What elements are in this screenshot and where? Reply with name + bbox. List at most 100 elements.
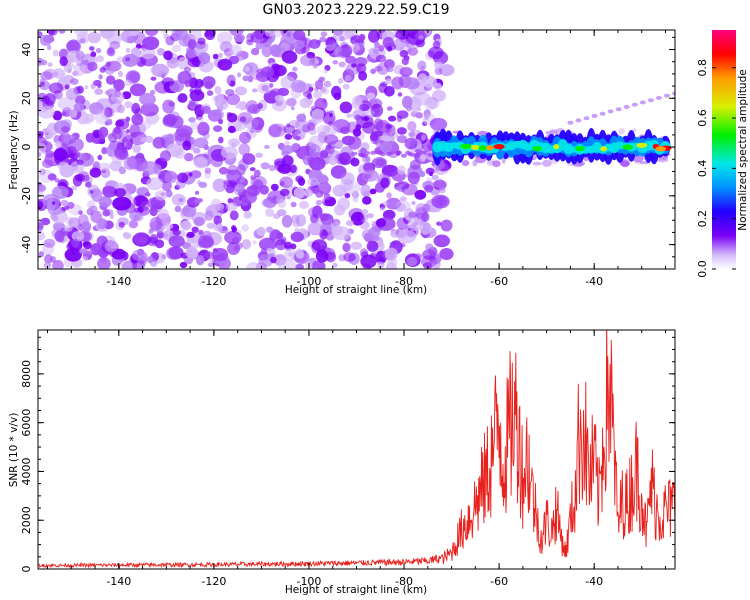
- noise-blob: [156, 231, 164, 239]
- noise-blob: [161, 77, 175, 87]
- noise-blob: [279, 42, 290, 54]
- noise-blob: [47, 173, 57, 181]
- noise-blob: [238, 143, 251, 156]
- noise-blob: [414, 253, 423, 260]
- noise-blob: [187, 57, 201, 68]
- noise-blob: [47, 30, 58, 36]
- noise-blob: [308, 143, 321, 158]
- noise-blob: [272, 64, 287, 77]
- noise-blob: [386, 46, 393, 52]
- noise-blob: [264, 144, 270, 149]
- noise-blob: [351, 190, 360, 199]
- signal-hotspot: [470, 144, 480, 150]
- noise-blob: [386, 106, 393, 111]
- noise-blob: [151, 63, 170, 77]
- noise-blob: [420, 154, 427, 162]
- noise-blob: [274, 94, 284, 102]
- noise-blob: [260, 248, 267, 255]
- noise-blob: [370, 150, 377, 155]
- noise-blob: [277, 126, 283, 132]
- noise-blob: [269, 83, 274, 88]
- noise-blob: [131, 113, 144, 126]
- noise-blob: [401, 183, 418, 196]
- noise-blob: [462, 160, 470, 167]
- signal-hotspot: [532, 145, 542, 152]
- noise-blob: [313, 90, 322, 99]
- noise-blob: [324, 145, 335, 155]
- noise-blob: [98, 126, 109, 138]
- noise-blob: [145, 135, 153, 144]
- noise-blob: [307, 177, 319, 187]
- noise-blob: [404, 137, 418, 150]
- noise-blob: [379, 152, 386, 157]
- noise-blob: [177, 93, 188, 103]
- noise-blob: [385, 262, 397, 269]
- noise-blob: [38, 184, 47, 192]
- noise-blob: [276, 209, 287, 217]
- noise-blob: [129, 83, 146, 97]
- noise-blob: [411, 201, 416, 205]
- noise-blob: [339, 101, 353, 114]
- colorbar-tick-label: 0.4: [696, 160, 709, 178]
- snr-line-group: [38, 330, 675, 569]
- noise-blob: [227, 112, 238, 123]
- noise-blob: [406, 256, 418, 267]
- noise-blob: [330, 165, 347, 179]
- spectrogram-heatmap: [38, 30, 675, 269]
- noise-blob: [38, 106, 55, 119]
- snr-xlabel: Height of straight line (km): [285, 584, 427, 596]
- noise-blob: [315, 173, 328, 187]
- noise-blob: [360, 254, 377, 269]
- noise-blob: [89, 46, 95, 51]
- noise-blob: [332, 30, 344, 37]
- noise-blob: [258, 253, 274, 267]
- noise-blob: [303, 189, 314, 197]
- noise-blob: [104, 240, 118, 253]
- noise-blob: [384, 247, 399, 261]
- noise-blob: [204, 81, 213, 90]
- noise-blob: [340, 172, 355, 185]
- y-tick-label: 0: [20, 566, 33, 573]
- x-tick-label: -140: [106, 275, 131, 288]
- noise-blob: [370, 68, 376, 75]
- noise-blob: [632, 128, 637, 133]
- noise-blob: [293, 40, 305, 50]
- noise-blob: [241, 224, 250, 232]
- noise-blob: [295, 135, 301, 141]
- noise-blob: [99, 30, 115, 39]
- noise-blob: [66, 39, 81, 54]
- noise-blob: [396, 150, 402, 155]
- noise-blob: [396, 184, 406, 193]
- noise-blob: [110, 91, 125, 104]
- noise-blob: [122, 91, 132, 100]
- noise-blob: [96, 136, 105, 143]
- noise-blob: [427, 152, 433, 157]
- noise-blob: [328, 156, 338, 166]
- noise-blob: [283, 31, 296, 45]
- noise-blob: [358, 152, 365, 157]
- noise-blob: [384, 86, 395, 97]
- noise-blob: [423, 109, 431, 118]
- noise-blob: [218, 136, 224, 144]
- noise-blob: [91, 188, 103, 202]
- noise-blob: [366, 240, 379, 252]
- noise-blob: [355, 124, 362, 131]
- noise-blob: [197, 229, 204, 235]
- noise-blob: [269, 44, 282, 57]
- noise-blob: [657, 158, 669, 163]
- noise-blob: [311, 239, 328, 252]
- noise-blob: [356, 63, 367, 74]
- noise-blob: [173, 148, 186, 160]
- noise-blob: [247, 104, 261, 114]
- noise-blob: [284, 133, 293, 140]
- noise-blob: [310, 213, 319, 224]
- noise-blob: [109, 214, 115, 220]
- noise-blob: [440, 219, 453, 232]
- noise-blob: [165, 189, 173, 198]
- y-tick-label: 2000: [20, 506, 33, 534]
- noise-blob: [323, 80, 332, 88]
- noise-blob: [123, 156, 137, 171]
- noise-blob: [237, 72, 242, 78]
- noise-blob: [180, 220, 192, 231]
- noise-blob: [73, 102, 85, 112]
